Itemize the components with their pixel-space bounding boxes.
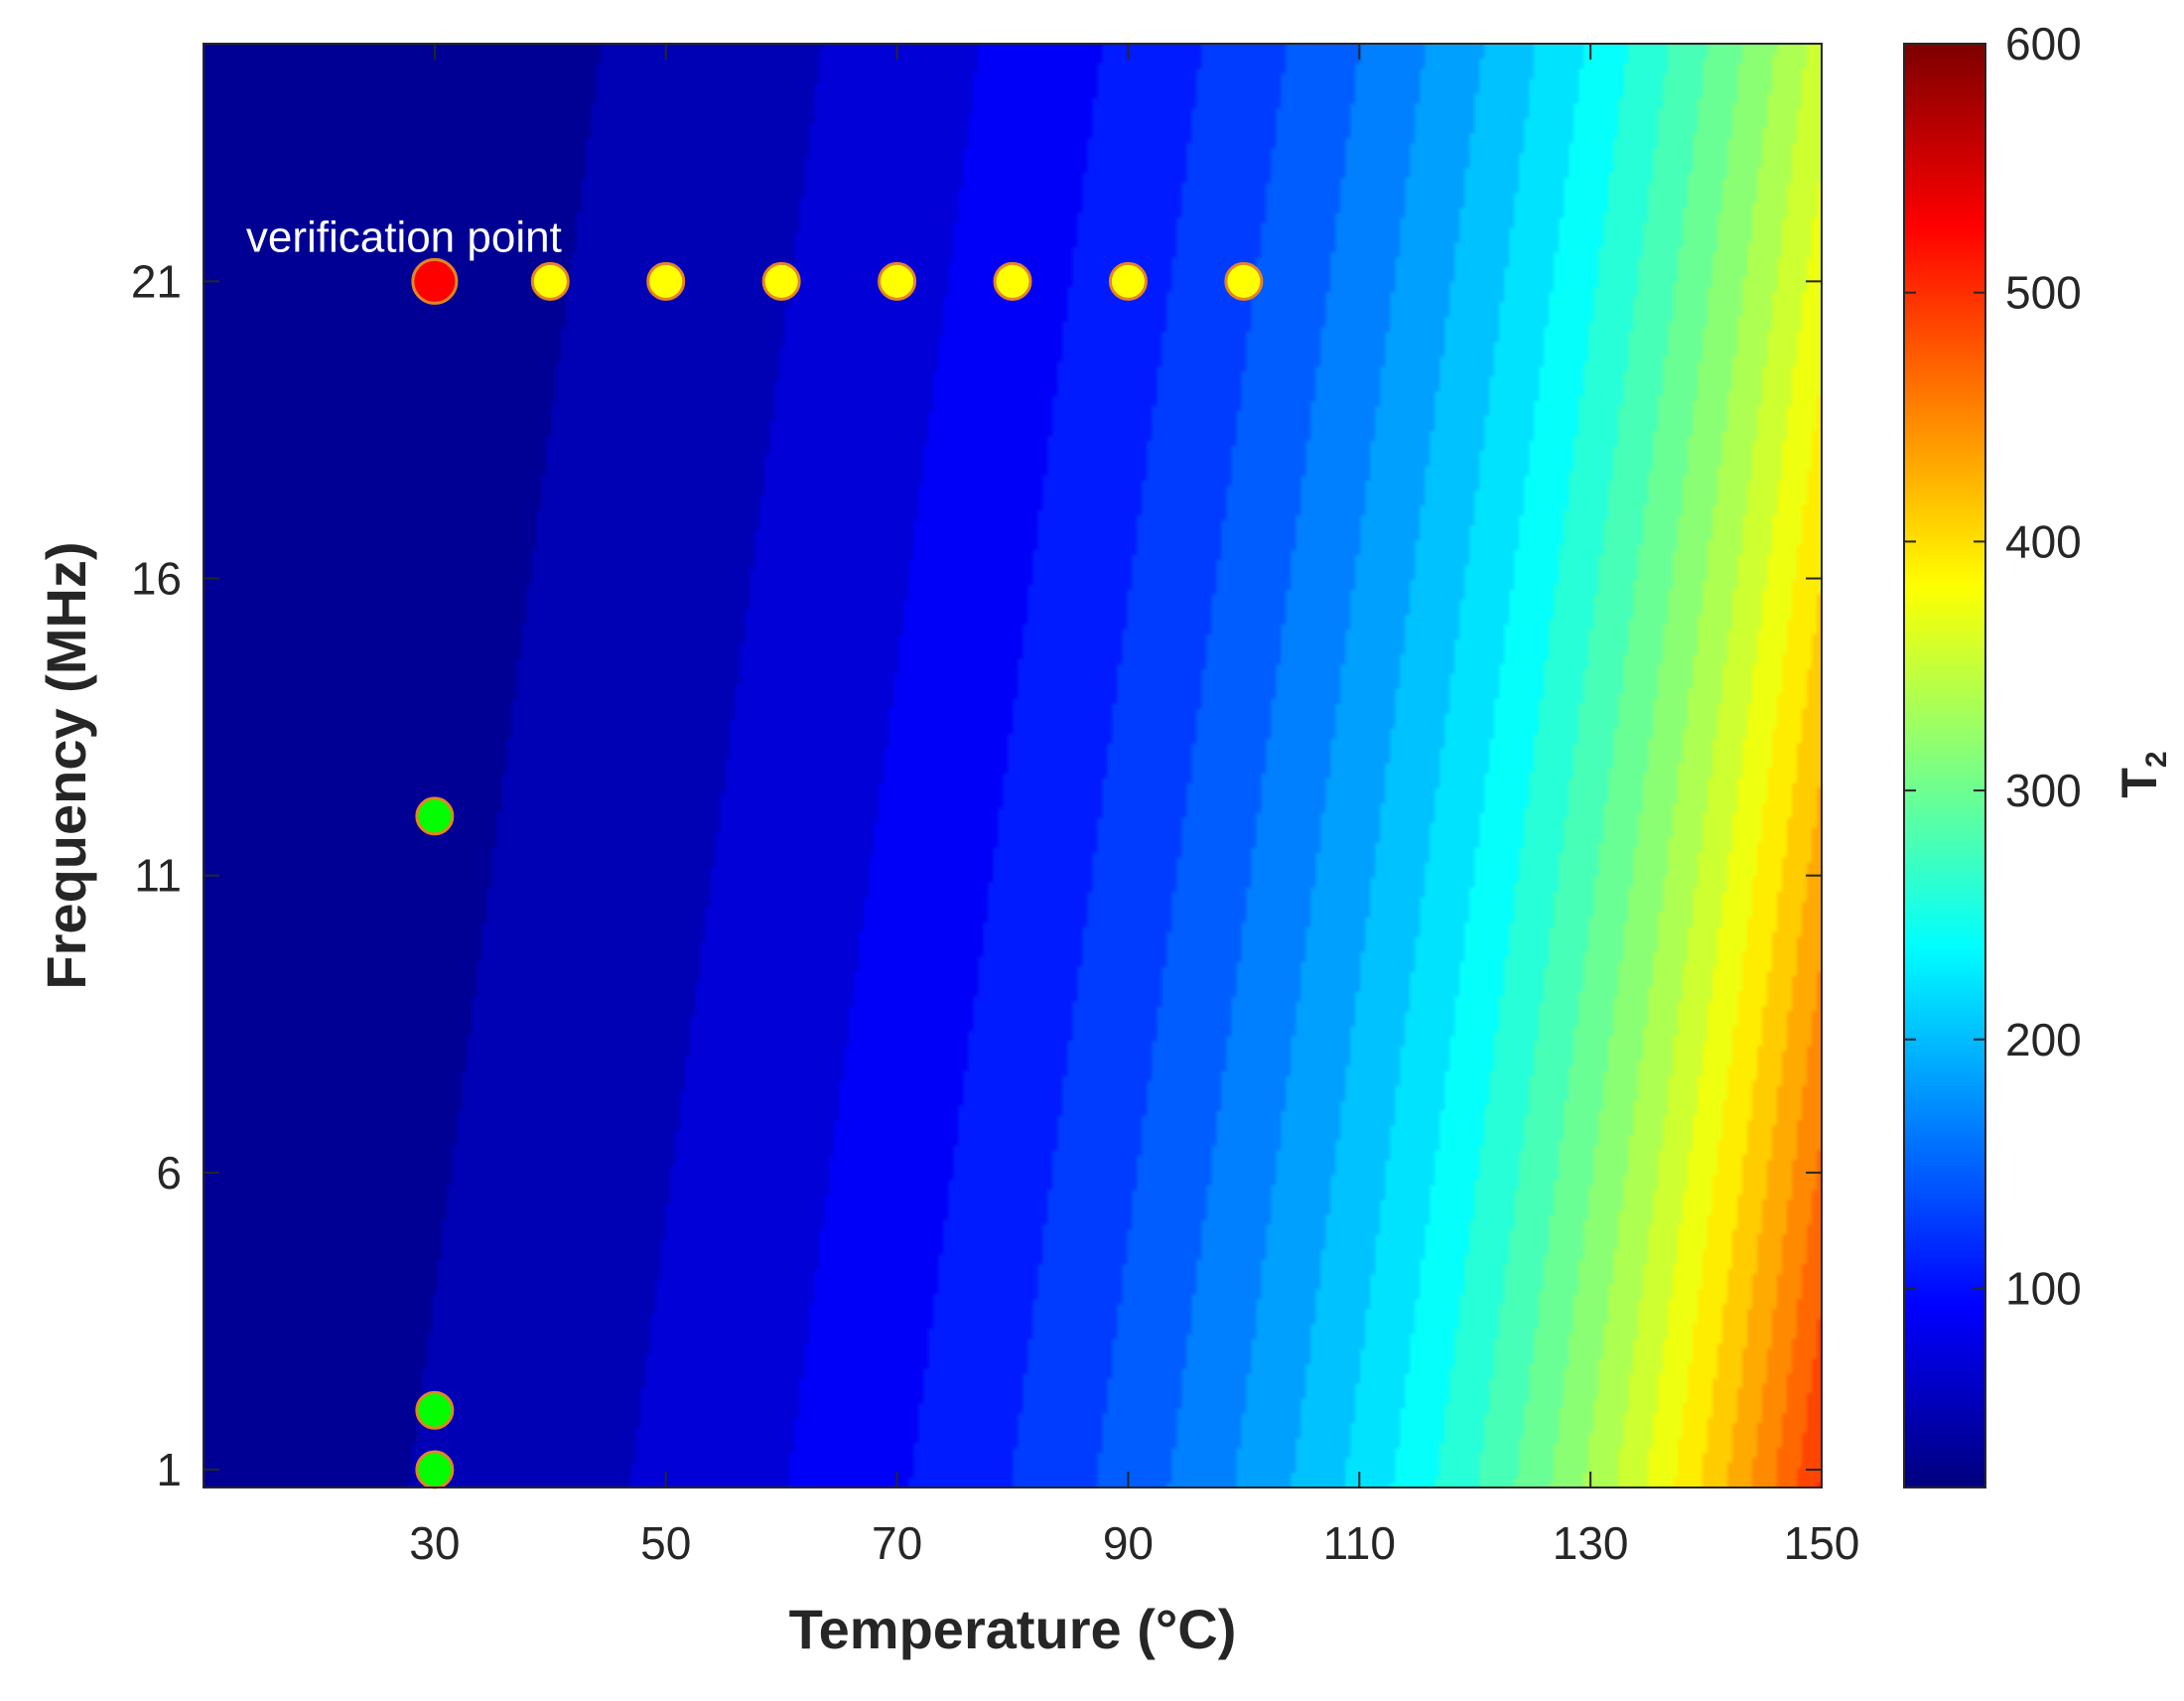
colorbar-tick-label: 400 (2005, 515, 2082, 567)
x-tick-label: 110 (1323, 1517, 1396, 1569)
x-tick-label: 50 (640, 1517, 691, 1569)
data-point-marker (761, 261, 801, 301)
colorbar-tick-label: 300 (2005, 765, 2082, 816)
colorbar-frame (1903, 43, 1986, 1488)
y-tick-label: 6 (156, 1147, 182, 1199)
y-tick-label: 16 (131, 553, 182, 605)
x-tick-label: 30 (409, 1517, 460, 1569)
colorbar-tick-label: 100 (2005, 1262, 2082, 1314)
colorbar-tick-label: 200 (2005, 1014, 2082, 1065)
plot-frame (203, 43, 1823, 1488)
x-axis-label: Temperature (°C) (789, 1598, 1237, 1660)
data-markers (411, 257, 1264, 1489)
data-point-marker (1108, 261, 1148, 301)
y-tick-label: 21 (131, 255, 182, 307)
data-point-marker (415, 1390, 455, 1430)
colorbar-gradient (1904, 44, 1985, 1488)
colorbar-tick-label: 600 (2005, 18, 2082, 70)
data-point-marker (415, 1450, 455, 1489)
colorbar-tick-label: 500 (2005, 267, 2082, 319)
data-point-marker (646, 261, 686, 301)
colorbar-label: T2 (2112, 751, 2173, 797)
data-point-marker (530, 261, 570, 301)
x-tick-label: 130 (1553, 1517, 1629, 1569)
x-tick-label: 70 (872, 1517, 922, 1569)
y-tick-label: 1 (156, 1444, 182, 1495)
data-point-marker (1224, 261, 1264, 301)
data-point-marker (411, 257, 459, 305)
x-tick-label: 150 (1784, 1517, 1860, 1569)
data-point-marker (878, 261, 917, 301)
annotation-verification-point: verification point (246, 213, 562, 261)
y-axis-label: Frequency (MHz) (35, 541, 97, 989)
data-point-marker (415, 796, 455, 836)
y-tick-label: 11 (134, 850, 182, 902)
x-tick-label: 90 (1103, 1517, 1154, 1569)
colorbar-ticks: 100 200 300 400 500 600 (1904, 18, 2082, 1314)
data-point-marker (993, 261, 1032, 301)
